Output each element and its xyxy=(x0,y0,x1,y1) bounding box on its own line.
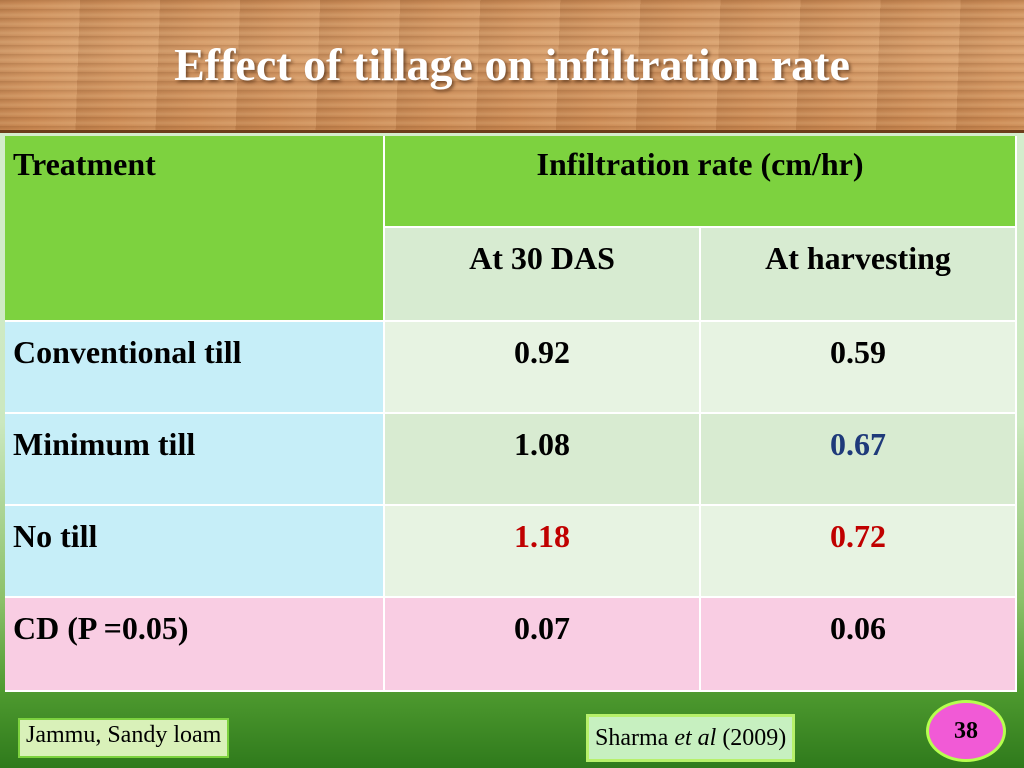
header-treatment-label: Treatment xyxy=(13,146,156,182)
table-cell: 1.18 xyxy=(385,506,701,598)
row-label-no-till: No till xyxy=(13,518,98,554)
table-cell: 0.59 xyxy=(701,322,1017,414)
header-30-das-label: At 30 DAS xyxy=(469,240,615,276)
citation-author: Sharma xyxy=(595,725,675,751)
location-note-text: Jammu, Sandy loam xyxy=(26,722,222,748)
value-cd-30das: 0.07 xyxy=(514,610,570,646)
row-label-conventional: Conventional till xyxy=(13,334,242,370)
table-row-label: CD (P =0.05) xyxy=(5,598,385,692)
value-no-till-30das: 1.18 xyxy=(514,518,570,554)
value-no-till-harvest: 0.72 xyxy=(830,518,886,554)
value-minimum-30das: 1.08 xyxy=(514,426,570,462)
table-cell: 0.07 xyxy=(385,598,701,692)
slide-title: Effect of tillage on infiltration rate xyxy=(174,39,850,90)
citation-year: (2009) xyxy=(716,725,787,751)
row-label-cd: CD (P =0.05) xyxy=(13,610,189,646)
table-row-label: No till xyxy=(5,506,385,598)
table-cell: 1.08 xyxy=(385,414,701,506)
value-cd-harvest: 0.06 xyxy=(830,610,886,646)
table-cell: 0.72 xyxy=(701,506,1017,598)
header-30-das: At 30 DAS xyxy=(385,228,701,322)
value-conventional-harvest: 0.59 xyxy=(830,334,886,370)
value-minimum-harvest: 0.67 xyxy=(830,426,886,462)
citation-etal: et al xyxy=(674,725,717,751)
location-note: Jammu, Sandy loam xyxy=(18,718,230,758)
header-group-label: Infiltration rate (cm/hr) xyxy=(536,146,864,182)
page-number: 38 xyxy=(954,717,978,744)
title-bar-background xyxy=(0,0,1024,133)
header-harvesting-label: At harvesting xyxy=(765,240,951,276)
infiltration-table: Treatment Infiltration rate (cm/hr) At 3… xyxy=(5,136,1017,692)
table-row-label: Minimum till xyxy=(5,414,385,506)
row-label-minimum: Minimum till xyxy=(13,426,196,462)
header-treatment: Treatment xyxy=(5,136,385,322)
citation-box: Sharma et al (2009) xyxy=(586,714,796,762)
page-number-badge: 38 xyxy=(926,700,1006,762)
table-cell: 0.67 xyxy=(701,414,1017,506)
value-conventional-30das: 0.92 xyxy=(514,334,570,370)
table-cell: 0.92 xyxy=(385,322,701,414)
table-cell: 0.06 xyxy=(701,598,1017,692)
header-infiltration-group: Infiltration rate (cm/hr) xyxy=(385,136,1017,228)
table-row-label: Conventional till xyxy=(5,322,385,414)
header-harvesting: At harvesting xyxy=(701,228,1017,322)
